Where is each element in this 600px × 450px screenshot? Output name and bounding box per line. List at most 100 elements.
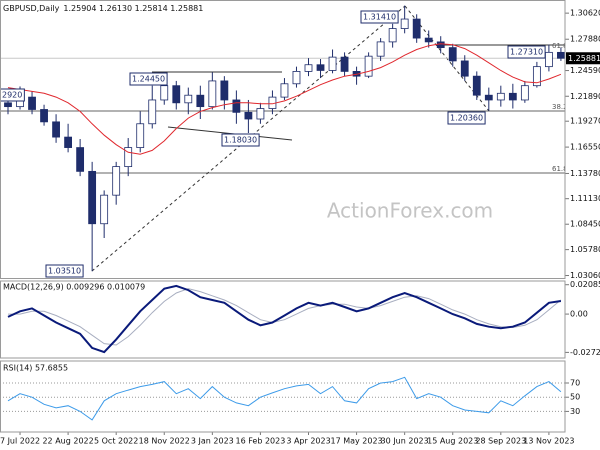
fib-level-label: 61.8: [552, 42, 568, 50]
annotation-box: [447, 111, 486, 125]
x-tick-label: 3 Apr 2023: [286, 437, 330, 446]
moving-average: [7, 43, 562, 155]
candle-body: [172, 85, 181, 104]
candle-body: [124, 147, 133, 168]
candle-body: [4, 102, 12, 108]
annotation-label: 1.27310: [510, 48, 543, 57]
watermark: ActionForex.com: [327, 199, 493, 223]
candle-body: [160, 85, 169, 101]
candle-body: [28, 96, 36, 110]
labels: GBPUSD,Daily 1.25904 1.26130 1.25814 1.25…: [0, 4, 600, 446]
panel-frame: [0, 280, 566, 359]
y-tick-label: 1.13780: [570, 169, 600, 178]
y-tick-label: 1.30620: [570, 9, 600, 18]
y-tick-label: 1.24590: [570, 66, 600, 75]
candle-body: [100, 194, 109, 225]
x-tick-label: 13 Nov 2023: [523, 437, 574, 446]
annotation-label: 1.18030: [224, 136, 257, 145]
candle-body: [52, 121, 60, 138]
candle-body: [196, 94, 205, 108]
annotation-box: [360, 10, 399, 24]
candle-body: [316, 64, 325, 71]
x-tick-label: 17 May 2023: [330, 437, 382, 446]
candle-body: [484, 94, 493, 101]
candle-body: [557, 51, 565, 59]
y-tick-label: 0.020858: [570, 280, 600, 289]
candle-body: [64, 136, 72, 148]
macd-panel: [7, 284, 562, 354]
y-tick-label: 1.05780: [570, 245, 600, 254]
y-tick-label: 1.11130: [570, 194, 600, 203]
fib-level-label: 61.8: [552, 165, 568, 173]
annotation-label: 1.24450: [132, 75, 165, 84]
x-tick-label: 22 Aug 2022: [42, 437, 93, 446]
candle-body: [208, 80, 217, 108]
y-tick-label: 30: [570, 407, 580, 416]
y-tick-label: 1.03060: [570, 271, 600, 280]
x-tick-label: 3 Jan 2023: [191, 437, 234, 446]
candle-body: [256, 108, 265, 120]
candle-body: [508, 92, 517, 101]
y-tick-label: 0.00: [570, 310, 588, 319]
annotation-box: [221, 133, 260, 147]
candle-body: [136, 123, 145, 148]
x-tick-label: 28 Sep 2023: [475, 437, 526, 446]
panel-frame: [0, 360, 566, 433]
candle-body: [232, 99, 241, 113]
y-tick-label: 50: [570, 393, 580, 402]
candle-body: [448, 47, 457, 62]
annotation-label: 2920: [2, 91, 22, 100]
last-price-label: 1.25881: [568, 54, 600, 63]
annotation-box: [507, 45, 546, 59]
candle-body: [424, 37, 433, 43]
rsi-title: RSI(14) 57.6855: [3, 364, 68, 373]
macd-line: [8, 288, 562, 346]
annotation-label: 1.20360: [450, 114, 483, 123]
annotation-label: 1.31410: [363, 13, 396, 22]
x-tick-label: 16 Feb 2023: [236, 437, 286, 446]
candle-body: [292, 71, 301, 85]
annotation-label: 1.03510: [48, 267, 81, 276]
y-tick-label: 1.08450: [570, 220, 600, 229]
candle-body: [545, 51, 553, 68]
annotation-box: [0, 88, 25, 102]
candle-body: [364, 55, 373, 77]
rsi-line: [7, 376, 562, 421]
y-tick-label: 1.21890: [570, 92, 600, 101]
candle-body: [328, 56, 337, 71]
candle-body: [400, 18, 409, 29]
annotation-box: [129, 72, 168, 86]
y-tick-label: 1.19270: [570, 117, 600, 126]
candle-body: [376, 41, 385, 57]
candle-body: [148, 99, 157, 125]
candle-body: [532, 66, 541, 87]
candle-body: [184, 94, 193, 104]
annotation-box: [45, 264, 84, 278]
fib-level-label: 38.2: [552, 103, 568, 111]
candle-body: [460, 60, 469, 77]
y-tick-label: 1.16550: [570, 143, 600, 152]
candle-body: [496, 92, 505, 101]
panel-frame: [0, 0, 566, 279]
x-tick-label: 7 Jul 2022: [0, 437, 40, 446]
candle-body: [88, 170, 97, 225]
x-tick-label: 5 Oct 2022: [94, 437, 138, 446]
candle-body: [280, 83, 289, 98]
candle-body: [472, 75, 481, 96]
chart-title: GBPUSD,Daily 1.25904 1.26130 1.25814 1.25…: [3, 4, 203, 13]
candle-body: [436, 41, 445, 49]
candle-body: [304, 64, 313, 72]
candle-body: [76, 147, 85, 172]
candle-body: [412, 18, 421, 39]
y-tick-label: 70: [570, 379, 580, 388]
macd-title: MACD(12,26,9) 0.009296 0.010079: [3, 283, 145, 292]
macd-line: [7, 284, 562, 354]
candle-body: [220, 80, 229, 101]
candle-body: [40, 109, 48, 123]
rsi-panel: [0, 376, 565, 421]
x-tick-label: 18 Nov 2022: [139, 437, 190, 446]
candle-body: [112, 166, 121, 196]
